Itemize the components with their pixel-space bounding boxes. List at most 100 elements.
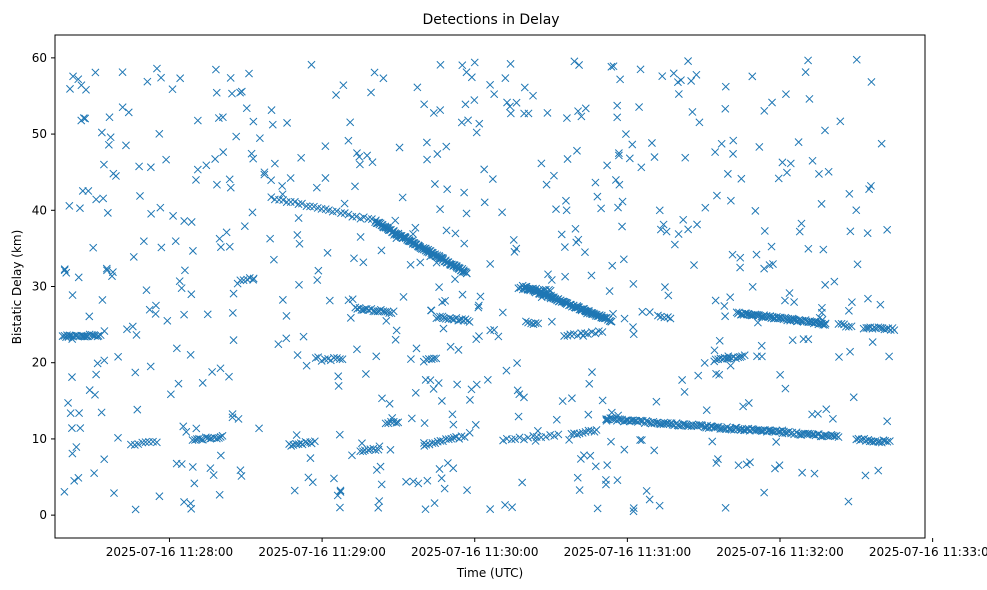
detection-point bbox=[663, 419, 672, 428]
detection-point bbox=[560, 332, 569, 340]
detection-point bbox=[804, 56, 813, 65]
detection-point bbox=[748, 72, 757, 81]
detection-point bbox=[629, 330, 638, 339]
detection-point bbox=[737, 352, 746, 361]
detection-point bbox=[392, 418, 401, 427]
x-axis-ticks: 2025-07-16 11:28:00 2025-07-16 11:29:00 20… bbox=[106, 538, 987, 559]
detection-point bbox=[348, 451, 356, 460]
detection-point bbox=[694, 371, 703, 380]
detection-point bbox=[740, 351, 749, 360]
detection-point bbox=[97, 408, 106, 417]
detection-point bbox=[715, 336, 724, 345]
detection-point bbox=[734, 461, 743, 470]
detection-point bbox=[659, 420, 668, 429]
detection-point bbox=[475, 119, 484, 128]
detection-point bbox=[344, 210, 353, 219]
detection-point bbox=[619, 255, 628, 264]
detection-point bbox=[458, 61, 467, 70]
detection-point bbox=[588, 368, 596, 377]
detection-point bbox=[490, 90, 499, 99]
detection-point bbox=[449, 464, 458, 473]
detection-point bbox=[364, 446, 373, 455]
detection-point bbox=[684, 225, 693, 234]
detection-point bbox=[176, 74, 185, 83]
detection-point bbox=[876, 300, 885, 309]
detection-point bbox=[621, 130, 630, 139]
detection-point bbox=[353, 149, 361, 158]
detection-point bbox=[821, 126, 829, 135]
detection-point bbox=[436, 436, 445, 445]
detection-point bbox=[187, 218, 196, 226]
detection-point bbox=[583, 309, 592, 318]
detection-point bbox=[618, 222, 627, 231]
detection-point bbox=[472, 128, 481, 137]
detection-point bbox=[163, 316, 172, 325]
detection-point bbox=[465, 428, 474, 437]
detection-point bbox=[680, 387, 689, 396]
detection-point bbox=[240, 222, 249, 231]
scatter-points bbox=[58, 55, 899, 516]
detection-point bbox=[294, 214, 303, 222]
detection-point bbox=[255, 134, 264, 143]
detection-point bbox=[877, 139, 886, 148]
detection-point bbox=[681, 153, 690, 162]
detection-point bbox=[77, 81, 86, 90]
detection-point bbox=[402, 477, 411, 486]
detection-point bbox=[724, 352, 733, 361]
detection-point bbox=[77, 116, 86, 125]
detection-point bbox=[232, 132, 241, 141]
detection-point bbox=[385, 399, 394, 408]
detection-point bbox=[687, 422, 696, 431]
detection-point bbox=[483, 375, 492, 384]
detection-point bbox=[748, 282, 757, 291]
detection-point bbox=[420, 441, 429, 450]
detection-point bbox=[307, 60, 316, 69]
detection-point bbox=[781, 90, 790, 99]
detection-point bbox=[637, 436, 646, 445]
detection-point bbox=[506, 59, 515, 68]
detection-point bbox=[470, 96, 479, 105]
detection-point bbox=[91, 390, 99, 399]
detection-point bbox=[584, 410, 593, 419]
detection-point bbox=[673, 421, 682, 430]
detection-point bbox=[457, 118, 466, 127]
detection-point bbox=[609, 62, 618, 71]
detection-point bbox=[734, 424, 743, 433]
detection-point bbox=[209, 471, 218, 480]
detection-point bbox=[602, 416, 611, 425]
detection-point bbox=[465, 395, 474, 404]
detection-point bbox=[537, 159, 546, 168]
detection-point bbox=[76, 204, 84, 213]
detection-point bbox=[573, 146, 581, 155]
detection-point bbox=[433, 150, 442, 158]
detection-point bbox=[314, 353, 323, 362]
detection-point bbox=[883, 225, 892, 234]
detection-point bbox=[737, 174, 746, 183]
detection-point bbox=[106, 133, 115, 142]
detection-point bbox=[432, 258, 441, 267]
detection-point bbox=[537, 293, 546, 302]
detection-point bbox=[177, 284, 186, 293]
detection-point bbox=[302, 202, 311, 211]
detection-point bbox=[436, 205, 445, 214]
detection-point bbox=[614, 151, 623, 160]
detection-point bbox=[817, 303, 826, 312]
detection-point bbox=[278, 182, 287, 190]
detection-point bbox=[97, 128, 106, 137]
detection-point bbox=[579, 331, 588, 340]
detection-point bbox=[180, 266, 189, 275]
detection-point bbox=[635, 103, 644, 112]
detection-point bbox=[449, 420, 458, 429]
detection-point bbox=[100, 356, 109, 365]
detection-point bbox=[429, 109, 438, 117]
detection-point bbox=[407, 414, 416, 423]
detection-point bbox=[602, 415, 611, 424]
detection-point bbox=[249, 275, 258, 284]
detection-point bbox=[853, 260, 862, 269]
detection-point bbox=[389, 307, 398, 316]
detection-point bbox=[413, 83, 422, 92]
detection-point bbox=[226, 183, 235, 192]
detection-point bbox=[605, 287, 614, 296]
detection-point bbox=[531, 437, 540, 445]
detection-point bbox=[212, 180, 221, 189]
